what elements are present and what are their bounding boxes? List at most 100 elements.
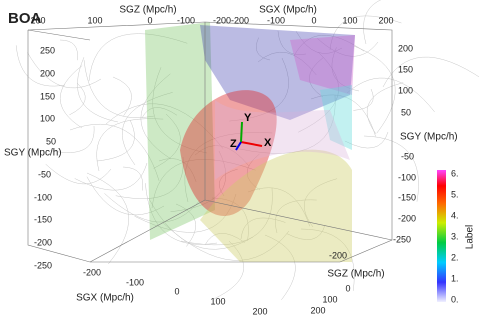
tick-label: 100: [40, 113, 55, 123]
tick-label: 100: [210, 296, 225, 306]
streamline: [170, 150, 227, 213]
streamline: [344, 131, 389, 149]
streamline: [353, 88, 374, 111]
axis-label: SGY (Mpc/h): [4, 148, 62, 159]
tick-label: -100: [267, 15, 285, 25]
tick-label: 250: [40, 45, 55, 55]
tick-label: -200: [231, 15, 249, 25]
tick-label: 50: [401, 107, 411, 117]
streamline: [122, 166, 144, 191]
streamline: [50, 125, 95, 153]
colorbar-tick-label: 3.: [451, 231, 459, 241]
colorbar-tick-label: 2.: [451, 252, 459, 262]
streamline: [310, 94, 376, 137]
streamline: [218, 168, 238, 197]
streamline: [304, 178, 338, 228]
streamline: [45, 163, 112, 185]
streamline: [104, 193, 201, 223]
streamline: [246, 153, 261, 191]
tick-label: -250: [393, 234, 411, 244]
streamline: [214, 240, 244, 299]
streamline: [162, 222, 290, 261]
streamline: [366, 82, 404, 135]
colorbar-tick-label: 0.: [451, 294, 459, 304]
streamline: [247, 187, 310, 227]
tick-label: -200: [329, 250, 347, 260]
streamline: [175, 203, 196, 247]
axis-label: SGX (Mpc/h): [76, 293, 134, 304]
streamline: [59, 65, 83, 129]
tick-label: -100: [126, 277, 144, 287]
axis-glyph-x: X: [264, 137, 272, 149]
streamline: [293, 35, 365, 57]
tick-label: -200: [34, 237, 52, 247]
tick-label: -150: [398, 192, 416, 202]
streamline: [158, 158, 197, 182]
colorbar-tick-label: 6.: [451, 168, 459, 178]
axis-label: SGX (Mpc/h): [259, 5, 317, 16]
streamline: [59, 39, 78, 61]
box-edges: [27, 21, 393, 263]
streamline: [363, 135, 419, 202]
streamline: [153, 113, 181, 169]
tick-label: 100: [322, 294, 337, 304]
streamline: [286, 224, 326, 240]
orientation-glyph: [235, 121, 263, 151]
streamline: [83, 59, 155, 118]
streamline: [69, 82, 86, 116]
regions: [145, 22, 355, 262]
tick-label: 200: [378, 15, 393, 25]
streamline: [264, 234, 296, 301]
streamline: [211, 197, 249, 241]
tick-label: -250: [34, 260, 52, 270]
tick-label: -50: [401, 151, 414, 161]
streamlines: [15, 0, 479, 301]
colorbar-label: Label: [465, 225, 476, 249]
colorbar: [437, 170, 446, 302]
streamline: [134, 193, 237, 233]
streamline: [86, 172, 130, 265]
streamline: [27, 52, 102, 89]
streamline: [257, 52, 317, 76]
colorbar-tick-label: 4.: [451, 210, 459, 220]
streamline: [240, 217, 286, 240]
axis-label: SGZ (Mpc/h): [327, 269, 384, 280]
streamline: [256, 37, 271, 61]
streamline: [329, 15, 402, 51]
tick-label: -200: [398, 213, 416, 223]
streamline: [69, 123, 160, 181]
streamline: [363, 0, 382, 45]
streamline: [238, 94, 336, 154]
streamline: [148, 197, 254, 250]
colorbar-tick-label: 5.: [451, 189, 459, 199]
streamline: [295, 30, 343, 54]
streamline: [88, 33, 188, 82]
streamline: [121, 92, 173, 166]
streamline: [309, 57, 324, 98]
tick-label: 200: [398, 43, 413, 53]
streamline: [331, 47, 360, 92]
title: BOA: [8, 10, 42, 27]
streamline: [151, 159, 256, 209]
tick-label: 150: [398, 64, 413, 74]
tick-label: 200: [40, 68, 55, 78]
streamline: [15, 45, 66, 87]
streamline: [300, 228, 355, 291]
tick-label: 100: [87, 15, 102, 25]
streamline: [184, 132, 273, 203]
tick-label: 0: [174, 286, 179, 296]
streamline: [86, 176, 165, 216]
colorbar-tick-label: 1.: [451, 273, 459, 283]
streamline: [74, 162, 148, 191]
streamline: [152, 67, 208, 154]
streamline: [277, 30, 307, 55]
streamline: [145, 183, 218, 245]
tick-label: 0: [311, 15, 316, 25]
axis-glyph-z: Z: [230, 138, 237, 150]
streamline: [141, 107, 178, 119]
streamline: [96, 119, 135, 162]
axis-label: SGY (Mpc/h): [400, 132, 458, 143]
tick-label: 0: [147, 15, 152, 25]
streamline: [96, 118, 164, 172]
tick-label: 0: [345, 283, 350, 293]
